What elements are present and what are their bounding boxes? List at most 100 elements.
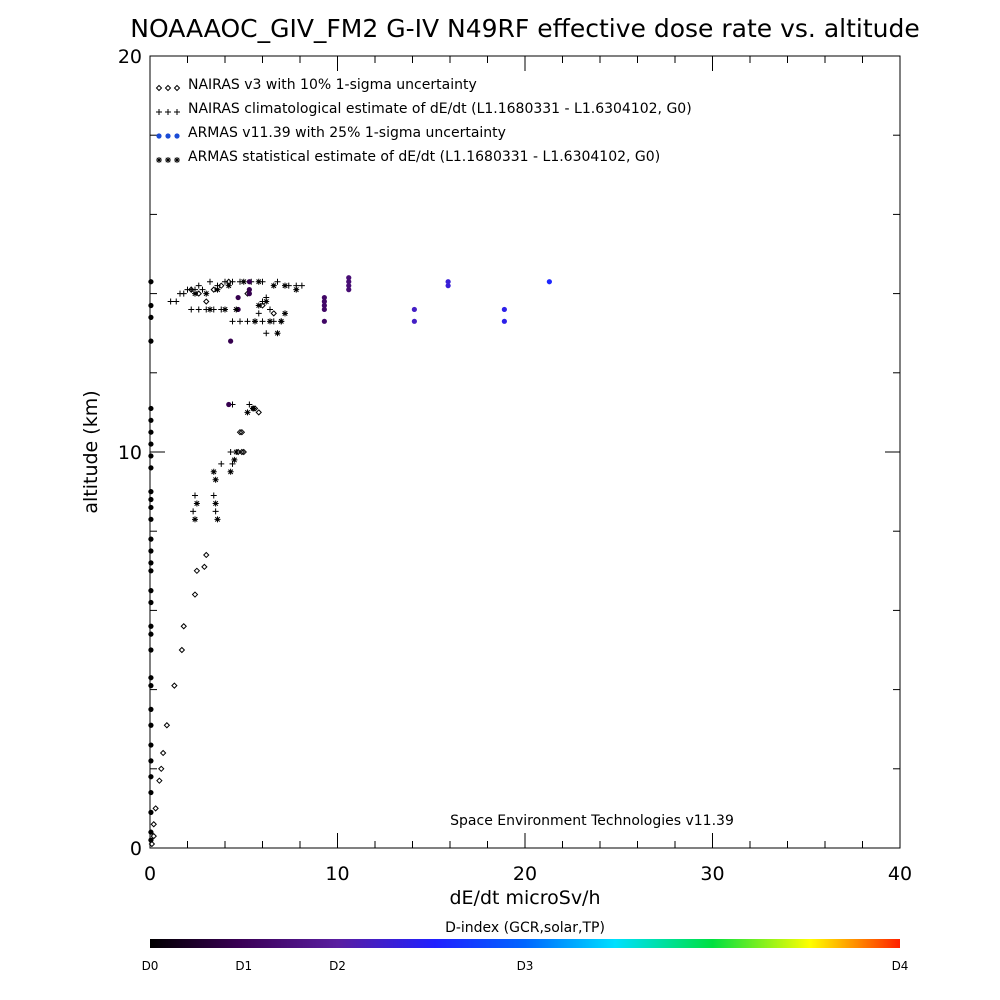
data-point-asterisk xyxy=(293,286,300,293)
data-point-asterisk xyxy=(193,500,200,507)
plot-frame xyxy=(149,55,901,849)
data-point-circle xyxy=(546,279,552,285)
data-point-asterisk xyxy=(233,449,240,455)
data-point-asterisk xyxy=(212,500,219,507)
data-point-circle xyxy=(148,809,154,815)
data-point-circle xyxy=(148,742,154,748)
data-point-circle xyxy=(346,275,352,281)
data-point-circle xyxy=(246,291,252,297)
data-point-circle xyxy=(246,279,252,285)
data-point-plus xyxy=(195,306,202,313)
data-point-asterisk xyxy=(244,409,251,416)
data-point-circle xyxy=(148,588,154,594)
data-point-plus xyxy=(173,298,180,305)
data-point-plus xyxy=(274,278,281,285)
data-point-circle xyxy=(148,675,154,681)
data-point-circle xyxy=(235,294,241,301)
data-point-diamond xyxy=(210,286,217,293)
legend-symbol xyxy=(174,133,180,139)
data-point-circle xyxy=(148,314,154,320)
data-point-diamond xyxy=(148,840,156,848)
data-point-diamond xyxy=(218,282,225,289)
data-point-plus xyxy=(210,492,217,499)
colorbar xyxy=(150,939,900,948)
data-point-asterisk xyxy=(225,282,232,289)
data-point-diamond xyxy=(240,448,247,456)
data-point-circle xyxy=(148,774,154,780)
colorbar-label: D3 xyxy=(517,959,534,973)
data-point-plus xyxy=(229,278,236,285)
data-point-asterisk xyxy=(222,306,228,313)
data-point-circle xyxy=(148,789,154,796)
data-point-circle xyxy=(148,516,154,522)
data-point-asterisk xyxy=(250,405,257,412)
data-point-asterisk xyxy=(192,516,198,523)
data-point-circle xyxy=(501,318,507,324)
data-point-circle xyxy=(148,560,154,566)
chart-title: NOAAAOC_GIV_FM2 G-IV N49RF effective dos… xyxy=(130,14,919,43)
legend-symbol xyxy=(155,84,163,92)
data-point-circle xyxy=(148,568,154,574)
legend-symbol xyxy=(173,84,181,92)
data-point-diamond xyxy=(156,777,163,784)
data-point-circle xyxy=(411,318,417,324)
data-point-circle xyxy=(148,453,154,459)
y-axis-label: altitude (km) xyxy=(80,390,102,513)
data-point-diamond xyxy=(255,409,262,416)
y-tick-label: 10 xyxy=(118,442,142,464)
data-point-asterisk xyxy=(252,318,258,325)
data-point-asterisk xyxy=(233,306,240,313)
data-point-diamond xyxy=(203,298,210,305)
data-point-plus xyxy=(259,318,266,325)
data-point-circle xyxy=(148,417,154,423)
legend-label: ARMAS statistical estimate of dE/dt (L1.… xyxy=(188,149,660,165)
data-point-circle xyxy=(321,306,327,313)
data-point-asterisk xyxy=(278,318,285,325)
legend-symbol xyxy=(156,157,162,163)
data-point-circle xyxy=(321,298,327,305)
data-point-plus xyxy=(298,282,305,289)
data-point-asterisk xyxy=(227,468,234,475)
data-point-circle xyxy=(148,441,154,447)
data-point-plus xyxy=(255,310,262,317)
data-point-circle xyxy=(148,631,154,637)
data-point-plus xyxy=(199,286,206,293)
data-point-circle xyxy=(148,504,154,511)
data-point-plus xyxy=(212,508,219,515)
x-tick-label: 10 xyxy=(325,863,349,885)
data-point-plus xyxy=(267,306,273,313)
data-point-circle xyxy=(148,683,154,689)
data-point-diamond xyxy=(159,749,167,757)
data-point-plus xyxy=(180,290,187,297)
data-point-diamond xyxy=(180,623,187,630)
colorbar-label: D1 xyxy=(235,959,252,973)
data-point-circle xyxy=(148,722,154,728)
x-tick-label: 20 xyxy=(513,863,537,885)
data-point-diamond xyxy=(158,765,165,773)
data-point-diamond xyxy=(193,567,201,575)
data-point-circle xyxy=(148,429,154,435)
colorbar-label: D2 xyxy=(329,959,346,973)
data-point-plus xyxy=(229,318,236,325)
data-point-circle xyxy=(501,306,507,313)
x-tick-label: 30 xyxy=(700,863,724,885)
x-tick-label: 0 xyxy=(144,863,156,885)
data-point-plus xyxy=(237,318,243,325)
x-axis-label: dE/dt microSv/h xyxy=(449,887,600,909)
data-point-plus xyxy=(244,318,251,325)
data-point-asterisk xyxy=(274,330,281,337)
data-point-plus xyxy=(167,298,174,305)
data-point-diamond xyxy=(203,551,210,559)
data-point-diamond xyxy=(163,722,171,729)
legend-symbol xyxy=(165,109,171,115)
data-point-asterisk xyxy=(203,290,210,297)
legend-symbol xyxy=(156,133,162,139)
data-point-asterisk xyxy=(214,286,221,293)
y-tick-label: 0 xyxy=(130,838,142,860)
data-point-asterisk xyxy=(255,302,262,309)
data-point-asterisk xyxy=(240,278,247,285)
data-point-circle xyxy=(148,706,154,713)
colorbar-title: D-index (GCR,solar,TP) xyxy=(445,920,605,936)
data-point-circle xyxy=(346,287,352,293)
data-point-circle xyxy=(148,405,154,412)
